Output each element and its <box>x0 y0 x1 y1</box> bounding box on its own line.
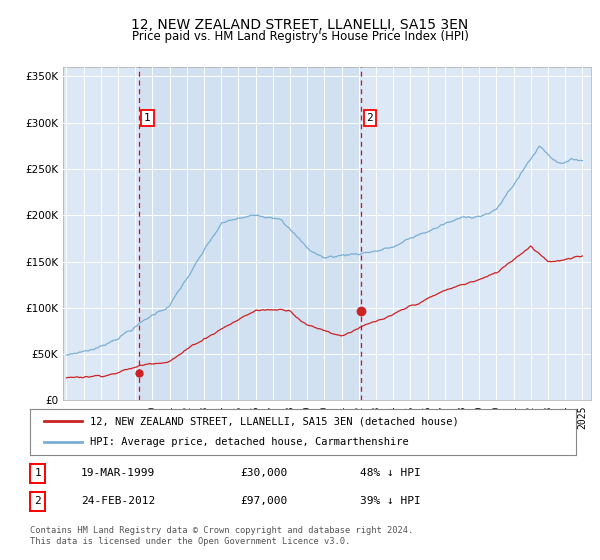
Text: £30,000: £30,000 <box>240 468 287 478</box>
Text: 19-MAR-1999: 19-MAR-1999 <box>81 468 155 478</box>
Text: Price paid vs. HM Land Registry's House Price Index (HPI): Price paid vs. HM Land Registry's House … <box>131 30 469 43</box>
Text: 48% ↓ HPI: 48% ↓ HPI <box>360 468 421 478</box>
Text: 12, NEW ZEALAND STREET, LLANELLI, SA15 3EN: 12, NEW ZEALAND STREET, LLANELLI, SA15 3… <box>131 18 469 32</box>
Text: HPI: Average price, detached house, Carmarthenshire: HPI: Average price, detached house, Carm… <box>90 437 409 447</box>
Text: 1: 1 <box>34 468 41 478</box>
Text: 12, NEW ZEALAND STREET, LLANELLI, SA15 3EN (detached house): 12, NEW ZEALAND STREET, LLANELLI, SA15 3… <box>90 416 459 426</box>
Text: Contains HM Land Registry data © Crown copyright and database right 2024.
This d: Contains HM Land Registry data © Crown c… <box>30 526 413 546</box>
Bar <box>139 67 361 400</box>
Text: 2: 2 <box>34 496 41 506</box>
Text: 24-FEB-2012: 24-FEB-2012 <box>81 496 155 506</box>
Text: £97,000: £97,000 <box>240 496 287 506</box>
Text: 2: 2 <box>367 113 373 123</box>
Text: 1: 1 <box>144 113 151 123</box>
Text: 39% ↓ HPI: 39% ↓ HPI <box>360 496 421 506</box>
